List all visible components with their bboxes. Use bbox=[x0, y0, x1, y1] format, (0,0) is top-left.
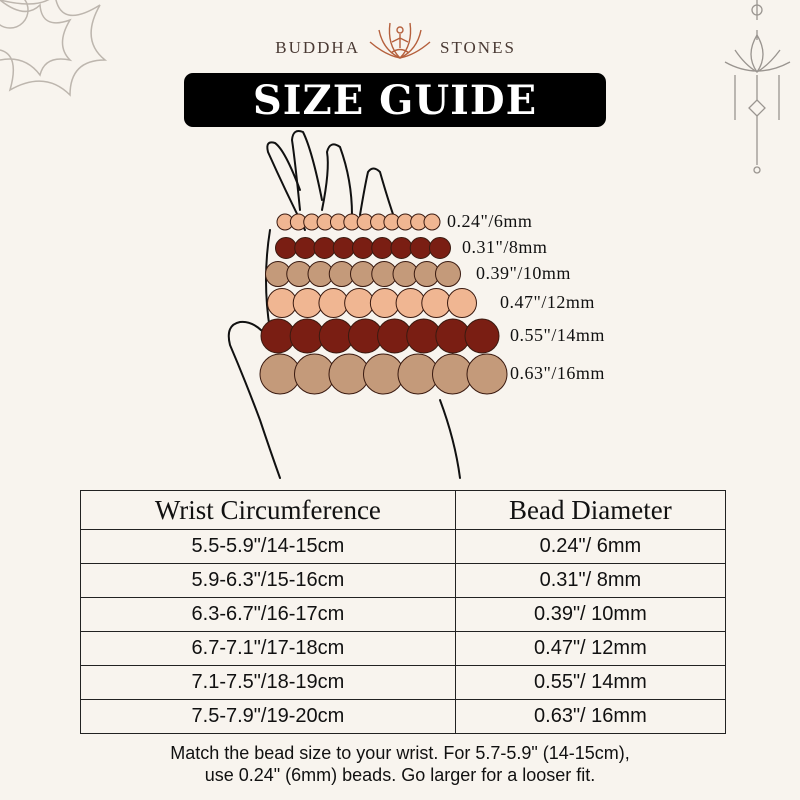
bead bbox=[313, 237, 336, 259]
bead-size-label: 0.39"/10mm bbox=[476, 263, 571, 283]
bead-diameter-cell: 0.63"/ 16mm bbox=[454, 699, 727, 734]
bead-diameter-cell: 0.24"/ 6mm bbox=[454, 529, 727, 564]
bead bbox=[332, 237, 355, 259]
bead bbox=[352, 237, 374, 259]
bead-size-label: 0.47"/12mm bbox=[500, 292, 595, 312]
bead bbox=[395, 288, 426, 318]
table-row: 5.9-6.3"/15-16cm 0.31"/ 8mm bbox=[80, 563, 727, 598]
bead bbox=[435, 261, 461, 287]
bead bbox=[390, 237, 413, 259]
wrist-circumference-cell: 5.9-6.3"/15-16cm bbox=[80, 563, 456, 598]
bead-size-label: 0.24"/6mm bbox=[447, 211, 533, 231]
wrist-circumference-cell: 6.3-6.7"/16-17cm bbox=[80, 597, 456, 632]
bead-diameter-cell: 0.31"/ 8mm bbox=[454, 563, 727, 598]
bead bbox=[267, 288, 297, 318]
bead-size-label: 0.31"/8mm bbox=[462, 237, 548, 257]
bead bbox=[423, 213, 441, 231]
hand-illustration bbox=[227, 130, 508, 479]
bead bbox=[318, 288, 349, 318]
brand-name-left: BUDDHA bbox=[275, 38, 360, 57]
mandala-decoration-icon bbox=[0, 0, 108, 97]
bead bbox=[464, 318, 500, 354]
table-row: 6.3-6.7"/16-17cm 0.39"/ 10mm bbox=[80, 597, 727, 632]
table-row: 5.5-5.9"/14-15cm 0.24"/ 6mm bbox=[80, 529, 727, 564]
table-row: 6.7-7.1"/17-18cm 0.47"/ 12mm bbox=[80, 631, 727, 666]
title-banner: SIZE GUIDE bbox=[184, 73, 606, 127]
wrist-circumference-cell: 7.1-7.5"/18-19cm bbox=[80, 665, 456, 700]
bead-diameter-cell: 0.47"/ 12mm bbox=[454, 631, 727, 666]
header-bead-diameter: Bead Diameter bbox=[454, 490, 727, 530]
lotus-meditation-logo-icon bbox=[369, 22, 431, 59]
size-table: Wrist Circumference Bead Diameter 5.5-5.… bbox=[80, 490, 727, 734]
fit-note-line: Match the bead size to your wrist. For 5… bbox=[170, 743, 630, 763]
wrist-circumference-cell: 7.5-7.9"/19-20cm bbox=[80, 699, 456, 734]
bead bbox=[371, 237, 394, 259]
bead-diameter-cell: 0.55"/ 14mm bbox=[454, 665, 727, 700]
bead bbox=[466, 353, 508, 395]
bead bbox=[447, 288, 477, 318]
table-header-row: Wrist Circumference Bead Diameter bbox=[80, 490, 727, 530]
header-wrist-circumference: Wrist Circumference bbox=[80, 490, 456, 530]
bead bbox=[275, 237, 297, 259]
bead-size-label: 0.55"/14mm bbox=[510, 325, 605, 345]
hand-outline-icon bbox=[227, 130, 461, 479]
bead-rows bbox=[259, 213, 508, 395]
table-row: 7.5-7.9"/19-20cm 0.63"/ 16mm bbox=[80, 699, 727, 734]
lotus-hanging-decoration-icon bbox=[724, 0, 791, 174]
wrist-circumference-cell: 5.5-5.9"/14-15cm bbox=[80, 529, 456, 564]
brand-name-right: STONES bbox=[440, 38, 516, 57]
fit-note-line: use 0.24" (6mm) beads. Go larger for a l… bbox=[204, 765, 596, 785]
bead-diameter-cell: 0.39"/ 10mm bbox=[454, 597, 727, 632]
bead bbox=[292, 288, 323, 318]
bead-size-label: 0.63"/16mm bbox=[510, 363, 605, 383]
wrist-circumference-cell: 6.7-7.1"/17-18cm bbox=[80, 631, 456, 666]
bead bbox=[369, 288, 400, 318]
fit-note: Match the bead size to your wrist. For 5… bbox=[0, 742, 800, 786]
bead bbox=[421, 288, 452, 318]
bead bbox=[429, 237, 451, 259]
bead bbox=[409, 237, 432, 259]
bead bbox=[294, 237, 317, 259]
bead bbox=[344, 288, 375, 318]
page-title: SIZE GUIDE bbox=[252, 76, 538, 124]
table-row: 7.1-7.5"/18-19cm 0.55"/ 14mm bbox=[80, 665, 727, 700]
